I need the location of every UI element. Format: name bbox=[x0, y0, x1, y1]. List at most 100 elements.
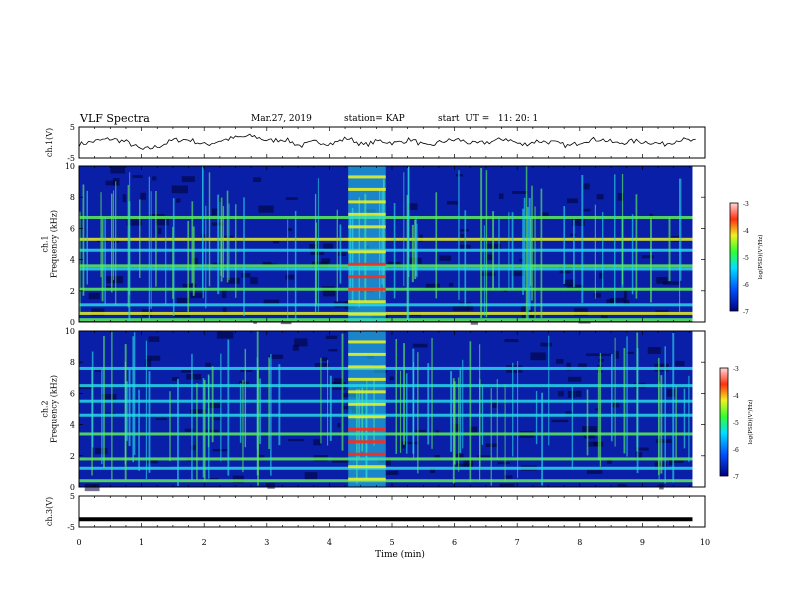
spectrogram-cell bbox=[241, 273, 251, 278]
y-tick-label: -5 bbox=[67, 523, 75, 532]
spectrogram-cell bbox=[267, 482, 275, 489]
spectrogram-streak bbox=[192, 226, 195, 296]
spectrogram-streak bbox=[563, 206, 566, 284]
spectrogram-streak bbox=[127, 184, 129, 308]
spectrogram-band bbox=[79, 413, 693, 417]
spectrogram-cell bbox=[583, 434, 596, 439]
spectrogram-cell bbox=[110, 240, 120, 243]
spectrogram-cell bbox=[175, 198, 181, 203]
spectrogram-streak bbox=[527, 207, 529, 319]
y-tick-label: 2 bbox=[70, 452, 75, 461]
spectrogram-streak bbox=[101, 218, 104, 302]
spectrogram-streak bbox=[220, 353, 222, 461]
y-tick-label: 0 bbox=[70, 483, 75, 492]
spectrogram-streak bbox=[479, 344, 481, 481]
spectrogram-streak bbox=[317, 178, 319, 312]
spectrogram-cell bbox=[385, 457, 391, 466]
spectrogram-streak bbox=[226, 190, 229, 283]
x-tick-label: 8 bbox=[577, 538, 582, 547]
y-tick-label: 10 bbox=[65, 327, 75, 336]
spectrogram-cell bbox=[666, 389, 676, 397]
spectrogram-streak bbox=[393, 203, 396, 299]
spectrogram-band bbox=[79, 384, 693, 388]
x-tick-label: 2 bbox=[202, 538, 207, 547]
cbar1-tick: -5 bbox=[743, 255, 749, 262]
date-label: Mar.27, 2019 bbox=[251, 114, 312, 124]
spectrogram-cell bbox=[323, 243, 334, 249]
spectrogram-streak bbox=[403, 343, 405, 445]
spectrogram-cell bbox=[189, 409, 207, 417]
spectrogram-cell bbox=[641, 255, 654, 259]
spectrogram-streak bbox=[187, 221, 190, 313]
spectrogram-cell bbox=[155, 418, 168, 421]
spectrogram-streak bbox=[407, 166, 410, 322]
event-band bbox=[348, 402, 386, 406]
spectrogram-cell bbox=[207, 401, 222, 409]
event-band bbox=[348, 415, 386, 419]
spectrogram-streak bbox=[126, 381, 128, 441]
spectrogram-streak bbox=[202, 378, 205, 478]
spectrogram-streak bbox=[294, 210, 297, 322]
spectrogram-cell bbox=[285, 197, 298, 200]
spectrogram-cell bbox=[253, 321, 257, 324]
spectrogram-cell bbox=[626, 351, 635, 354]
spectrogram-cell bbox=[469, 426, 478, 433]
spectrogram-streak bbox=[480, 167, 483, 318]
spectrogram-cell bbox=[190, 292, 203, 299]
cbar2-tick: -5 bbox=[733, 420, 739, 427]
spectrogram-cell bbox=[540, 342, 552, 347]
spectrogram-cell bbox=[583, 183, 590, 190]
x-tick-label: 1 bbox=[139, 538, 144, 547]
event-band bbox=[348, 340, 386, 344]
spectrogram-streak bbox=[525, 166, 528, 320]
spectrogram-band bbox=[79, 457, 693, 461]
spectrogram-cell bbox=[492, 400, 498, 408]
event-band bbox=[348, 175, 386, 179]
blank-strip bbox=[692, 331, 705, 487]
spectrogram-streak bbox=[490, 387, 492, 486]
spectrogram-streak bbox=[148, 371, 151, 473]
spectrogram-cell bbox=[190, 445, 196, 451]
spectrogram-cell bbox=[263, 299, 280, 306]
spectrogram-band bbox=[79, 303, 693, 307]
spectrogram-streak bbox=[235, 204, 237, 298]
spectrogram-streak bbox=[469, 341, 472, 483]
spectrogram-cell bbox=[328, 349, 338, 352]
spectrogram-streak bbox=[496, 379, 498, 460]
spectrogram-cell bbox=[213, 417, 221, 421]
spectrogram-streak bbox=[531, 185, 533, 301]
spectrogram-streak bbox=[459, 367, 462, 453]
spectrogram-streak bbox=[414, 219, 417, 280]
spectrogram-cell bbox=[593, 292, 601, 298]
event-band bbox=[348, 377, 386, 381]
spectrogram-cell bbox=[600, 315, 608, 319]
spectrogram-cell bbox=[566, 362, 572, 371]
spectrogram-cell bbox=[285, 274, 295, 280]
spectrogram-streak bbox=[412, 348, 415, 454]
spectrogram-cell bbox=[158, 227, 162, 235]
spectrogram-streak bbox=[177, 378, 179, 486]
spectrogram-streak bbox=[172, 198, 175, 317]
y-tick-label: 8 bbox=[70, 193, 75, 202]
spectrogram-cell bbox=[404, 441, 419, 445]
spectrogram-streak bbox=[581, 175, 584, 304]
spectrogram-cell bbox=[105, 180, 118, 186]
spectrogram-streak bbox=[268, 357, 270, 449]
y-axis-label: ch.1 bbox=[41, 235, 50, 252]
spectrogram-band bbox=[79, 432, 693, 436]
y-axis-label: Frequency (kHz) bbox=[50, 210, 59, 278]
spectrogram-streak bbox=[512, 362, 514, 457]
spectrogram-cell bbox=[216, 331, 234, 339]
spectrogram-cell bbox=[476, 455, 491, 458]
spectrogram-cell bbox=[582, 426, 597, 432]
spectrogram-cell bbox=[304, 472, 318, 480]
spectrogram-streak bbox=[541, 392, 544, 486]
spectrogram-cell bbox=[385, 470, 399, 475]
spectrogram-streak bbox=[101, 368, 103, 465]
spectrogram-streak bbox=[485, 170, 488, 318]
event-band bbox=[348, 187, 386, 191]
spectrogram-cell bbox=[205, 362, 212, 368]
event-band bbox=[348, 465, 386, 469]
spectrogram-streak bbox=[341, 333, 344, 451]
